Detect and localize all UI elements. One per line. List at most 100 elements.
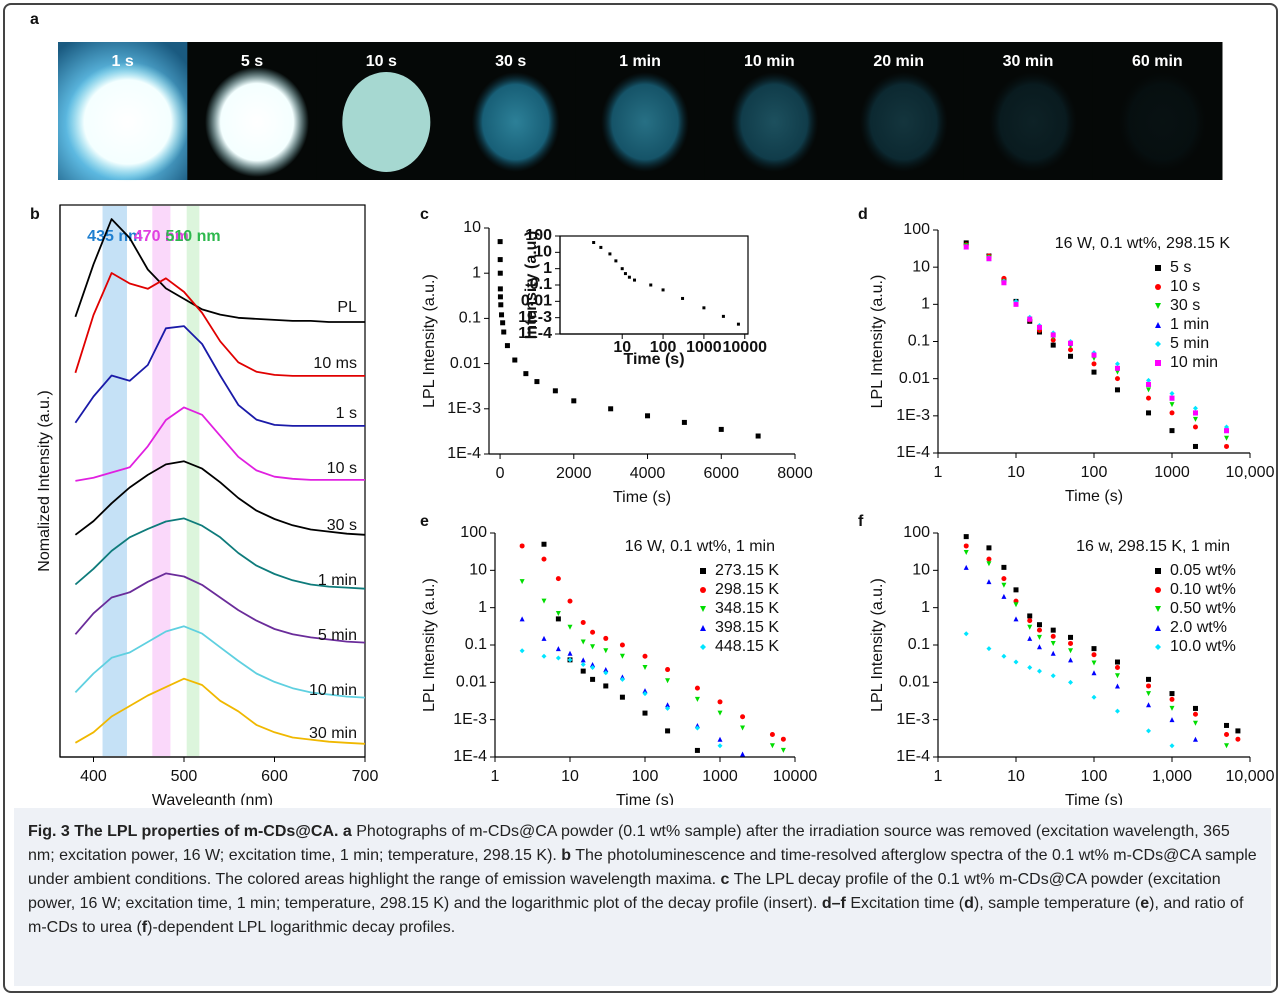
data-point [1068,657,1074,663]
y-tick-label: 10 [912,258,930,275]
y-tick-label: 10 [463,219,481,236]
data-point [986,646,992,652]
data-point [1114,664,1120,670]
curve-label: 1 s [336,405,357,422]
data-point [603,670,609,676]
data-point [608,406,614,412]
data-point [580,668,586,674]
caption: Fig. 3 The LPL properties of m-CDs@CA. a… [14,808,1271,986]
caption-text: c [720,871,730,888]
data-point [769,732,775,738]
caption-text: ), and ratio of m-CDs to urea ( [28,895,1248,936]
data-point [567,598,573,604]
data-point [580,662,586,668]
data-point [1091,670,1097,676]
caption-text: f [141,919,148,936]
spectrum-line [74,677,366,745]
data-point [620,267,624,271]
y-tick-label: 100 [525,227,552,244]
data-point [1013,616,1019,622]
data-point [1114,673,1120,679]
data-point [1050,627,1056,633]
x-axis-title: Wavelegnth (nm) [152,792,273,805]
x-tick-label: 10000 [723,339,768,356]
data-point [642,664,648,670]
y-tick-label: 1 [921,599,930,616]
data-point [963,550,969,556]
data-point [1114,387,1120,393]
data-point [619,653,625,659]
x-tick-label: 2000 [556,465,592,482]
data-point [1169,743,1175,749]
afterglow [205,67,309,177]
data-point [1192,720,1198,726]
data-point [501,329,507,335]
data-point [1001,576,1007,582]
band-label: 435 nm [87,228,142,245]
data-point [740,714,746,720]
y-tick-label: 10 [469,562,487,579]
legend-label: 30 s [1170,297,1200,314]
data-point [665,702,671,708]
legend-label: 2.0 wt% [1170,619,1227,636]
data-point [599,245,603,249]
curve-label: 10 min [309,682,357,699]
data-point [1091,660,1097,666]
afterglow [471,72,560,172]
data-point [1091,694,1097,700]
data-point [681,296,685,300]
x-tick-label: 600 [261,768,288,785]
data-point [986,556,992,562]
legend-label: 398.15 K [715,619,779,636]
data-point [963,543,969,549]
data-point [499,312,505,318]
data-point [665,705,671,711]
data-point [590,676,596,682]
data-point [1235,736,1241,742]
data-point [590,662,596,668]
data-point [614,259,618,263]
data-point [1068,347,1074,353]
data-point [592,240,596,244]
data-point [1146,691,1152,697]
data-point [694,725,700,731]
highlight-band [186,206,200,756]
data-point [1050,640,1056,646]
data-point [1027,635,1033,641]
legend-label: 10 min [1170,354,1218,371]
photo-label: 10 min [744,53,795,70]
data-point [649,283,653,287]
x-tick-label: 0 [496,465,505,482]
legend-label: 298.15 K [715,581,779,598]
photo-label: 10 s [366,53,397,70]
y-tick-label: 1E-4 [896,444,930,461]
data-point [1013,602,1019,608]
data-point [1146,676,1152,682]
data-point [1027,624,1033,630]
x-tick-label: 10 [1007,464,1025,481]
x-tick-label: 8000 [777,465,813,482]
data-point [740,751,746,757]
legend-label: 5 min [1170,335,1209,352]
afterglow [1118,72,1207,172]
data-point [1114,365,1120,371]
x-tick-label: 500 [171,768,198,785]
data-point [736,322,740,326]
caption-text: Fig. 3 The LPL properties of m-CDs@CA. [28,823,339,840]
spectrum-line [74,460,366,536]
x-tick-label: 1 [491,768,500,785]
data-point [1155,341,1161,347]
data-point [1050,342,1056,348]
data-point [694,696,700,702]
data-point [498,302,504,308]
data-point [541,541,547,547]
curve-label: PL [337,299,357,316]
data-point [1224,722,1230,728]
curve-label: 30 s [327,517,357,534]
data-point [555,610,561,616]
data-point [1001,653,1007,659]
data-point [541,653,547,659]
data-point [780,747,786,753]
data-point [590,664,596,670]
